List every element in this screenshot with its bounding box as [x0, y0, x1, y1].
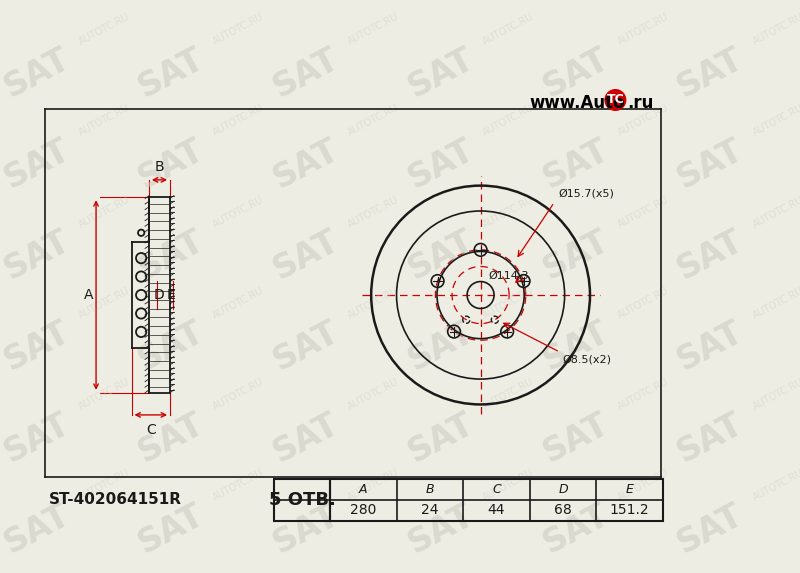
- Text: C: C: [492, 483, 501, 496]
- Text: AUTOTC.RU: AUTOTC.RU: [346, 194, 401, 229]
- Text: AUTOTC.RU: AUTOTC.RU: [211, 103, 266, 138]
- Text: SAT: SAT: [0, 134, 75, 195]
- Text: SAT: SAT: [0, 42, 75, 104]
- Text: SAT: SAT: [402, 407, 479, 469]
- Text: SAT: SAT: [672, 316, 749, 378]
- Text: AUTOTC.RU: AUTOTC.RU: [346, 285, 401, 320]
- Text: AUTOTC.RU: AUTOTC.RU: [616, 103, 670, 138]
- Text: SAT: SAT: [672, 498, 749, 560]
- Text: AUTOTC.RU: AUTOTC.RU: [481, 285, 535, 320]
- Text: SAT: SAT: [133, 316, 210, 378]
- Text: www.Auto: www.Auto: [530, 95, 626, 112]
- Text: Ø8.5(x2): Ø8.5(x2): [562, 355, 611, 364]
- Text: E: E: [167, 288, 175, 302]
- Text: AUTOTC.RU: AUTOTC.RU: [481, 468, 535, 503]
- Text: TC: TC: [606, 93, 624, 107]
- Text: D: D: [153, 288, 164, 302]
- Text: B: B: [426, 483, 434, 496]
- Text: AUTOTC.RU: AUTOTC.RU: [750, 468, 800, 503]
- Text: AUTOTC.RU: AUTOTC.RU: [346, 468, 401, 503]
- Text: A: A: [359, 483, 367, 496]
- Text: AUTOTC.RU: AUTOTC.RU: [77, 376, 131, 412]
- Text: ST-402064151R: ST-402064151R: [49, 492, 182, 508]
- Text: SAT: SAT: [133, 225, 210, 286]
- Text: AUTOTC.RU: AUTOTC.RU: [77, 103, 131, 138]
- Text: AUTOTC.RU: AUTOTC.RU: [77, 285, 131, 320]
- Text: AUTOTC.RU: AUTOTC.RU: [750, 12, 800, 47]
- Text: SAT: SAT: [537, 42, 614, 104]
- Text: SAT: SAT: [537, 134, 614, 195]
- Text: 68: 68: [554, 504, 572, 517]
- Text: SAT: SAT: [267, 498, 345, 560]
- Text: SAT: SAT: [672, 407, 749, 469]
- Text: 24: 24: [421, 504, 438, 517]
- Text: AUTOTC.RU: AUTOTC.RU: [750, 194, 800, 229]
- Text: A: A: [84, 288, 94, 302]
- Text: AUTOTC.RU: AUTOTC.RU: [750, 103, 800, 138]
- Text: SAT: SAT: [672, 134, 749, 195]
- Text: SAT: SAT: [402, 225, 479, 286]
- Text: SAT: SAT: [537, 498, 614, 560]
- Bar: [330, 479, 663, 521]
- Text: AUTOTC.RU: AUTOTC.RU: [211, 376, 266, 412]
- Text: AUTOTC.RU: AUTOTC.RU: [750, 285, 800, 320]
- Text: AUTOTC.RU: AUTOTC.RU: [616, 194, 670, 229]
- Text: SAT: SAT: [267, 225, 345, 286]
- Text: 280: 280: [350, 504, 377, 517]
- Text: E: E: [626, 483, 634, 496]
- Text: SAT: SAT: [133, 498, 210, 560]
- Text: AUTOTC.RU: AUTOTC.RU: [481, 194, 535, 229]
- Text: AUTOTC.RU: AUTOTC.RU: [481, 103, 535, 138]
- Text: AUTOTC.RU: AUTOTC.RU: [211, 468, 266, 503]
- Text: SAT: SAT: [402, 42, 479, 104]
- Text: SAT: SAT: [267, 134, 345, 195]
- Text: AUTOTC.RU: AUTOTC.RU: [481, 376, 535, 412]
- Text: Ø15.7(x5): Ø15.7(x5): [558, 189, 614, 198]
- Text: SAT: SAT: [133, 407, 210, 469]
- Text: D: D: [558, 483, 568, 496]
- Text: .ru: .ru: [627, 95, 654, 112]
- Text: AUTOTC.RU: AUTOTC.RU: [750, 376, 800, 412]
- Text: SAT: SAT: [133, 134, 210, 195]
- Text: 5 ОТВ.: 5 ОТВ.: [269, 491, 336, 509]
- Text: AUTOTC.RU: AUTOTC.RU: [77, 468, 131, 503]
- Text: 44: 44: [488, 504, 505, 517]
- Text: Ø114.3: Ø114.3: [489, 271, 529, 281]
- Text: SAT: SAT: [537, 225, 614, 286]
- Text: AUTOTC.RU: AUTOTC.RU: [616, 285, 670, 320]
- Text: AUTOTC.RU: AUTOTC.RU: [346, 103, 401, 138]
- Text: AUTOTC.RU: AUTOTC.RU: [211, 285, 266, 320]
- Text: SAT: SAT: [267, 42, 345, 104]
- Text: SAT: SAT: [402, 316, 479, 378]
- Text: B: B: [154, 159, 164, 174]
- Bar: [274, 479, 330, 521]
- Text: SAT: SAT: [0, 316, 75, 378]
- Text: AUTOTC.RU: AUTOTC.RU: [211, 12, 266, 47]
- Text: AUTOTC.RU: AUTOTC.RU: [616, 468, 670, 503]
- Text: SAT: SAT: [0, 225, 75, 286]
- Text: SAT: SAT: [267, 407, 345, 469]
- Text: SAT: SAT: [0, 498, 75, 560]
- Text: AUTOTC.RU: AUTOTC.RU: [346, 376, 401, 412]
- Text: SAT: SAT: [672, 225, 749, 286]
- Circle shape: [605, 90, 626, 110]
- Text: SAT: SAT: [0, 407, 75, 469]
- Text: SAT: SAT: [537, 316, 614, 378]
- Text: AUTOTC.RU: AUTOTC.RU: [346, 12, 401, 47]
- Text: 151.2: 151.2: [610, 504, 650, 517]
- Text: SAT: SAT: [402, 498, 479, 560]
- Text: AUTOTC.RU: AUTOTC.RU: [77, 194, 131, 229]
- Text: AUTOTC.RU: AUTOTC.RU: [77, 12, 131, 47]
- Text: AUTOTC.RU: AUTOTC.RU: [616, 376, 670, 412]
- Text: AUTOTC.RU: AUTOTC.RU: [481, 12, 535, 47]
- Text: SAT: SAT: [402, 134, 479, 195]
- Text: AUTOTC.RU: AUTOTC.RU: [211, 194, 266, 229]
- Text: AUTOTC.RU: AUTOTC.RU: [616, 12, 670, 47]
- Text: C: C: [146, 423, 156, 437]
- Text: SAT: SAT: [133, 42, 210, 104]
- Text: SAT: SAT: [537, 407, 614, 469]
- Text: SAT: SAT: [672, 42, 749, 104]
- Text: SAT: SAT: [267, 316, 345, 378]
